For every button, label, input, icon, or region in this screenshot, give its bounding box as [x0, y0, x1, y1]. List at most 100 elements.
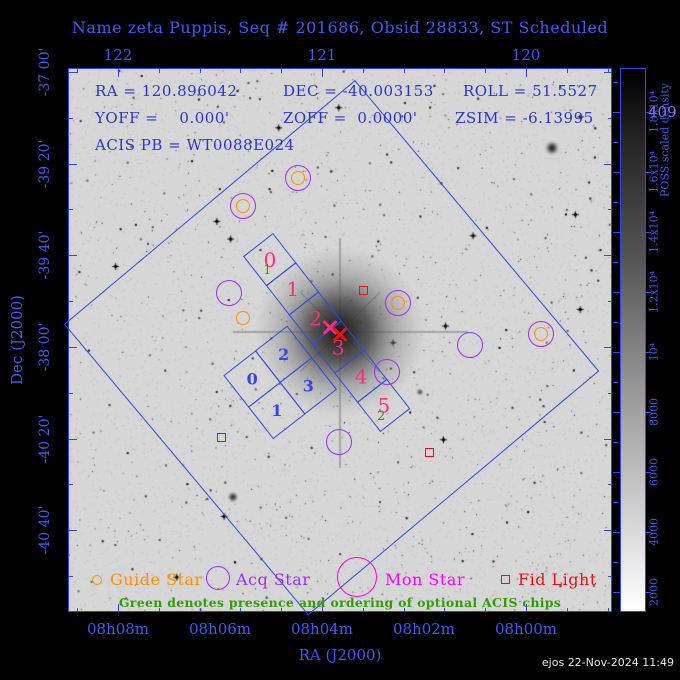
sky-survey-image — [68, 68, 612, 612]
axis-tick — [613, 562, 618, 563]
timestamp: ejos 22-Nov-2024 11:49 — [541, 656, 674, 669]
axis-tick — [613, 262, 618, 263]
y-axis-tick-label: -40 40' — [37, 505, 53, 555]
x-axis-tick-label: 120 — [511, 46, 541, 64]
zsim-readout: ZSIM = -6.13995 — [455, 109, 594, 127]
axis-tick — [608, 392, 612, 394]
legend-label: Fid Light — [518, 570, 597, 589]
axis-tick — [613, 472, 620, 473]
axis-tick — [607, 608, 609, 612]
axis-tick — [607, 69, 609, 73]
x-axis-tick-label: 08h00m — [494, 620, 558, 638]
axis-tick — [646, 472, 651, 473]
legend-marker-0 — [92, 575, 102, 585]
y-axis-tick-label: -40 20' — [37, 414, 53, 464]
acq-star-marker — [216, 280, 242, 306]
axis-tick — [613, 112, 620, 113]
axis-tick — [604, 255, 612, 256]
axis-tick — [566, 69, 568, 73]
axis-tick — [608, 117, 612, 119]
yoff-readout: YOFF = 0.000' — [95, 109, 230, 127]
acq-star-marker — [528, 321, 554, 347]
axis-tick — [613, 82, 618, 83]
y-axis-tick-label: -38 00' — [37, 322, 53, 372]
axis-tick — [362, 69, 364, 73]
axis-tick — [69, 72, 77, 73]
fid-light-marker — [359, 286, 368, 295]
legend-label: Guide Star — [110, 570, 203, 589]
guide-star-marker — [236, 311, 250, 325]
axis-tick — [613, 232, 620, 233]
y-axis-title: Dec (J2000) — [8, 295, 26, 385]
axis-tick — [613, 442, 618, 443]
axis-tick — [566, 608, 568, 612]
axis-tick — [69, 575, 73, 577]
axis-tick — [646, 532, 651, 533]
legend-marker-3 — [501, 575, 510, 584]
axis-tick — [69, 530, 77, 531]
x-axis-title: RA (J2000) — [298, 646, 382, 664]
axis-tick — [646, 232, 651, 233]
axis-tick — [646, 112, 651, 113]
axis-tick — [403, 608, 405, 612]
aimpoint-x-marker — [331, 325, 349, 343]
axis-tick — [613, 412, 620, 413]
axis-tick — [69, 347, 77, 348]
axis-tick — [69, 392, 73, 394]
annotation-409: 409 — [648, 103, 677, 121]
optional-chip-order: 1 — [263, 262, 272, 278]
axis-tick — [362, 608, 364, 612]
axis-tick — [69, 255, 77, 256]
acq-star-marker — [457, 332, 483, 358]
legend-label: Acq Star — [236, 570, 311, 589]
axis-tick — [646, 292, 651, 293]
x-axis-tick-label: 122 — [103, 46, 133, 64]
guide-star-marker — [534, 327, 548, 341]
x-axis-tick-label: 08h04m — [290, 620, 354, 638]
axis-tick — [158, 69, 160, 73]
acq-star-marker — [374, 359, 400, 385]
axis-tick — [281, 608, 283, 612]
axis-tick — [613, 352, 620, 353]
axis-tick — [604, 530, 612, 531]
axis-tick — [69, 301, 73, 302]
axis-tick — [613, 202, 618, 203]
acq-star-marker — [285, 165, 311, 191]
axis-tick — [613, 502, 618, 503]
legend-note: Green denotes presence and ordering of o… — [118, 595, 562, 610]
axis-tick — [69, 439, 77, 440]
axis-tick — [444, 608, 446, 612]
axis-tick — [608, 484, 612, 486]
axis-tick — [118, 604, 119, 612]
acq-star-marker — [230, 193, 256, 219]
axis-tick — [77, 69, 79, 73]
x-axis-tick-label: 121 — [307, 46, 337, 64]
axis-tick — [77, 608, 79, 612]
colorbar — [620, 68, 646, 612]
axis-tick — [403, 69, 405, 73]
axis-tick — [646, 592, 651, 593]
fid-light-marker — [425, 448, 434, 457]
x-axis-tick-label: 08h02m — [392, 620, 456, 638]
legend-label: Mon Star — [385, 570, 465, 589]
axis-tick — [613, 292, 620, 293]
axis-tick — [444, 69, 446, 73]
axis-tick — [526, 69, 527, 77]
guide-star-marker — [391, 296, 405, 310]
axis-tick — [240, 69, 242, 73]
y-axis-tick-label: -37 00' — [37, 47, 53, 97]
axis-tick — [604, 72, 612, 73]
legend-marker-1 — [206, 566, 230, 590]
axis-tick — [608, 209, 612, 211]
guide-star-marker — [236, 199, 250, 213]
axis-tick — [158, 608, 160, 612]
guide-star-marker — [291, 171, 305, 185]
plot-title: Name zeta Puppis, Seq # 201686, Obsid 28… — [71, 18, 609, 37]
legend-marker-2 — [337, 557, 377, 597]
acq-star-marker — [326, 429, 352, 455]
axis-tick — [485, 69, 487, 73]
axis-tick — [199, 608, 201, 612]
x-axis-tick-label: 08h06m — [188, 620, 252, 638]
x-axis-tick-label: 08h08m — [86, 620, 150, 638]
